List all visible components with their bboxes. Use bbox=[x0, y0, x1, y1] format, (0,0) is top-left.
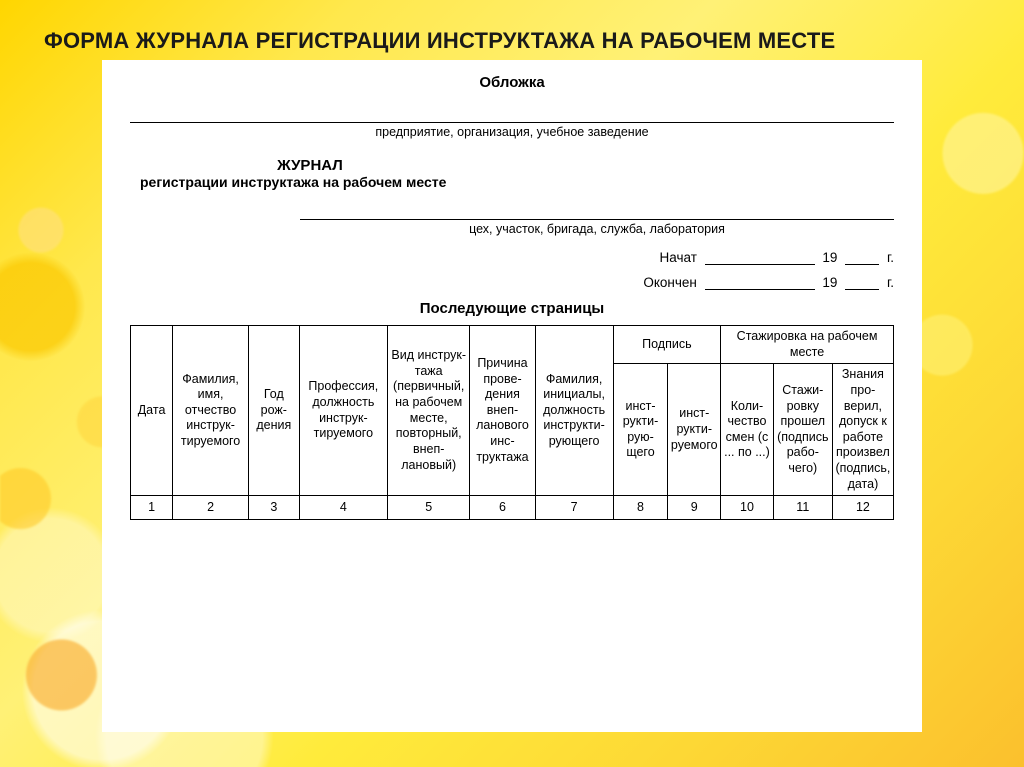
num-8: 8 bbox=[613, 496, 668, 520]
num-9: 9 bbox=[668, 496, 721, 520]
col-5: Вид инструк­тажа (первич­ный, на рабочем… bbox=[388, 326, 470, 496]
year-prefix-2: 19 bbox=[822, 275, 837, 290]
num-3: 3 bbox=[249, 496, 300, 520]
finished-row: Окончен 19 г. bbox=[130, 275, 894, 290]
col-8: инст­рукти­рую­щего bbox=[613, 364, 668, 496]
num-7: 7 bbox=[535, 496, 613, 520]
num-4: 4 bbox=[299, 496, 388, 520]
started-blank bbox=[705, 252, 815, 265]
date-block: Начат 19 г. Окончен 19 г. bbox=[130, 250, 894, 290]
col-6: Причина прове­дения внеп­ланово­го инс­т… bbox=[470, 326, 535, 496]
finished-blank bbox=[705, 277, 815, 290]
group-sign: Подпись bbox=[613, 326, 721, 364]
col-7: Фами­лия, инициалы, долж­ность инст­рукт… bbox=[535, 326, 613, 496]
journal-word: ЖУРНАЛ bbox=[140, 157, 480, 174]
num-12: 12 bbox=[832, 496, 893, 520]
cover-label: Обложка bbox=[130, 74, 894, 91]
num-6: 6 bbox=[470, 496, 535, 520]
year-prefix-1: 19 bbox=[822, 250, 837, 265]
col-11: Стажи­ровку прошел (под­пись рабо­чего) bbox=[773, 364, 832, 496]
document-form: Обложка предприятие, организация, учебно… bbox=[102, 60, 922, 732]
page-title: ФОРМА ЖУРНАЛА РЕГИСТРАЦИИ ИНСТРУКТАЖА НА… bbox=[44, 28, 980, 54]
started-row: Начат 19 г. bbox=[130, 250, 894, 265]
year-suffix-1: г. bbox=[887, 250, 894, 265]
unit-caption: цех, участок, бригада, служба, лаборатор… bbox=[300, 222, 894, 236]
num-11: 11 bbox=[773, 496, 832, 520]
slide: ФОРМА ЖУРНАЛА РЕГИСТРАЦИИ ИНСТРУКТАЖА НА… bbox=[0, 0, 1024, 767]
finished-label: Окончен bbox=[643, 275, 697, 290]
num-5: 5 bbox=[388, 496, 470, 520]
num-2: 2 bbox=[173, 496, 249, 520]
col-10: Коли­чество смен (с ... по ...) bbox=[721, 364, 774, 496]
org-caption: предприятие, организация, учебное заведе… bbox=[130, 125, 894, 139]
col-9: инст­рукти­руе­мого bbox=[668, 364, 721, 496]
started-year-blank bbox=[845, 252, 879, 265]
col-12: Знания про­верил, допуск к работе про­из… bbox=[832, 364, 893, 496]
num-1: 1 bbox=[131, 496, 173, 520]
num-10: 10 bbox=[721, 496, 774, 520]
finished-year-blank bbox=[845, 277, 879, 290]
col-1: Дата bbox=[131, 326, 173, 496]
started-label: Начат bbox=[659, 250, 696, 265]
journal-subtitle: регистрации инструктажа на рабочем месте bbox=[140, 174, 894, 190]
table-header-row-1: Дата Фамилия, имя, отчество инструк­тиру… bbox=[131, 326, 894, 364]
col-2: Фамилия, имя, отчество инструк­тируемого bbox=[173, 326, 249, 496]
year-suffix-2: г. bbox=[887, 275, 894, 290]
unit-blank-line bbox=[300, 204, 894, 220]
table-number-row: 1 2 3 4 5 6 7 8 9 10 11 12 bbox=[131, 496, 894, 520]
register-table: Дата Фамилия, имя, отчество инструк­тиру… bbox=[130, 325, 894, 520]
journal-heading: ЖУРНАЛ регистрации инструктажа на рабоче… bbox=[140, 157, 894, 190]
pages-label: Последующие страницы bbox=[130, 300, 894, 317]
org-blank-line bbox=[130, 105, 894, 123]
col-3: Год рож­дения bbox=[249, 326, 300, 496]
group-intern: Стажировка на рабочем месте bbox=[721, 326, 894, 364]
col-4: Профессия, должность инструк­тируемого bbox=[299, 326, 388, 496]
